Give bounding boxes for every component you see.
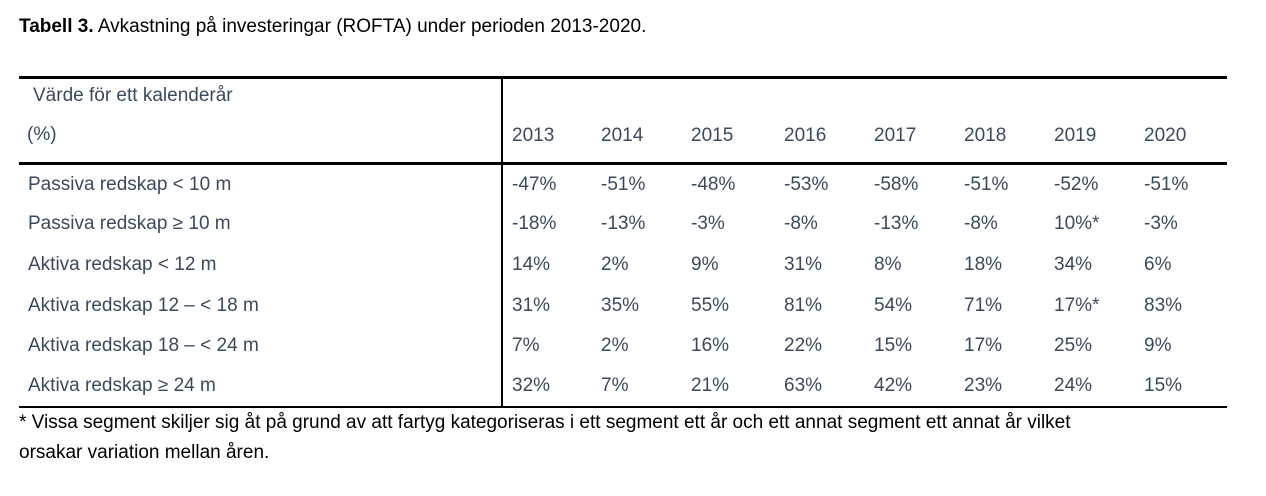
row-label: Aktiva redskap 12 – < 18 m (19, 285, 503, 326)
table-cell: 15% (1135, 366, 1227, 409)
table-cell: -53% (784, 173, 829, 195)
year-header: 2013 (502, 76, 592, 165)
table-row: Passiva redskap ≥ 10 m -18% -13% -3% -8%… (19, 204, 1227, 245)
year-header: 2016 (775, 76, 865, 165)
table-cell: 81% (784, 294, 823, 316)
stub-header: Värde för ett kalenderår (%) (19, 76, 503, 165)
table-cell: 54% (874, 294, 913, 316)
table-cell: -8% (784, 213, 818, 235)
table-cell: 35% (601, 294, 640, 316)
table-cell: 31% (512, 294, 551, 316)
row-label: Passiva redskap ≥ 10 m (19, 204, 503, 245)
table-cell: 55% (691, 294, 730, 316)
stub-header-title: Värde för ett kalenderår (33, 85, 233, 106)
table-cell: -47% (512, 173, 557, 195)
table-cell: 2% (601, 253, 629, 275)
table-cell: 14% (512, 253, 551, 275)
year-header: 2015 (682, 76, 775, 165)
table-cell: 7% (592, 366, 682, 409)
table-cell: -3% (691, 213, 725, 235)
table-row: Aktiva redskap < 12 m 14% 2% 9% 31% 8% 1… (19, 244, 1227, 286)
table-cell: 6% (1144, 253, 1172, 275)
table-cell: -8% (964, 213, 998, 235)
table-cell: -52% (1054, 173, 1099, 195)
row-label: Aktiva redskap < 12 m (19, 244, 503, 286)
table-cell: 9% (1144, 335, 1172, 357)
table-cell: -13% (874, 213, 919, 235)
table-cell: -51% (964, 173, 1009, 195)
caption-label: Tabell 3. (19, 16, 94, 37)
table-cell: 17% (964, 335, 1003, 357)
table-cell: -48% (691, 173, 736, 195)
table-cell: 71% (964, 294, 1003, 316)
table-cell: 42% (865, 366, 955, 409)
table-cell: 18% (964, 253, 1003, 275)
table-footnote: * Vissa segment skiljer sig åt på grund … (19, 408, 1239, 468)
table-cell: -58% (874, 173, 919, 195)
table-cell: 22% (784, 335, 823, 357)
footnote-line: orsakar variation mellan åren. (19, 442, 270, 463)
caption-text: Avkastning på investeringar (ROFTA) unde… (93, 16, 647, 37)
table-cell: -51% (1144, 173, 1189, 195)
table-row: Aktiva redskap 12 – < 18 m 31% 35% 55% 8… (19, 285, 1227, 326)
table-cell: 2% (601, 335, 629, 357)
table-header-row: Värde för ett kalenderår (%) 2013 2014 2… (19, 76, 1227, 165)
rofta-table-container: Värde för ett kalenderår (%) 2013 2014 2… (19, 76, 1227, 409)
year-header: 2014 (592, 76, 682, 165)
row-label: Aktiva redskap ≥ 24 m (19, 366, 503, 409)
table-row: Aktiva redskap ≥ 24 m 32% 7% 21% 63% 42%… (19, 366, 1227, 409)
table-cell: 21% (682, 366, 775, 409)
year-header: 2019 (1045, 76, 1135, 165)
stub-header-unit: (%) (27, 124, 57, 145)
table-cell: 63% (775, 366, 865, 409)
table-cell: 17%* (1054, 294, 1100, 316)
table-cell: -51% (601, 173, 646, 195)
table-cell: -18% (512, 213, 557, 235)
footnote-line: * Vissa segment skiljer sig åt på grund … (19, 412, 1071, 433)
table-cell: 24% (1045, 366, 1135, 409)
year-header: 2018 (955, 76, 1045, 165)
table-cell: 34% (1054, 253, 1093, 275)
table-cell: 7% (512, 335, 540, 357)
row-label: Aktiva redskap 18 – < 24 m (19, 325, 503, 367)
row-label: Passiva redskap < 10 m (19, 163, 503, 205)
table-cell: 25% (1054, 335, 1093, 357)
year-header: 2017 (865, 76, 955, 165)
table-cell: 10%* (1054, 213, 1100, 235)
year-header: 2020 (1135, 76, 1227, 165)
table-cell: 16% (691, 335, 730, 357)
table-row: Passiva redskap < 10 m -47% -51% -48% -5… (19, 163, 1227, 205)
table-cell: 83% (1144, 294, 1183, 316)
table-cell: 9% (691, 253, 719, 275)
table-cell: 32% (502, 366, 592, 409)
table-cell: 8% (874, 253, 902, 275)
table-row: Aktiva redskap 18 – < 24 m 7% 2% 16% 22%… (19, 325, 1227, 367)
rofta-table: Värde för ett kalenderår (%) 2013 2014 2… (19, 76, 1227, 409)
table-cell: 31% (784, 253, 823, 275)
table-cell: -3% (1144, 213, 1178, 235)
table-cell: 23% (955, 366, 1045, 409)
table-caption: Tabell 3. Avkastning på investeringar (R… (19, 16, 646, 38)
table-cell: 15% (874, 335, 913, 357)
table-cell: -13% (601, 213, 646, 235)
